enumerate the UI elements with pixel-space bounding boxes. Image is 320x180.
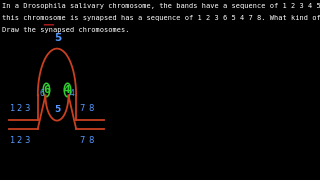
Text: 8: 8 bbox=[88, 103, 93, 112]
Text: 1: 1 bbox=[9, 103, 14, 112]
Text: 2: 2 bbox=[17, 103, 22, 112]
Text: 2: 2 bbox=[17, 136, 22, 145]
Text: 5: 5 bbox=[54, 33, 62, 43]
Text: 4: 4 bbox=[69, 89, 74, 98]
Text: 7: 7 bbox=[79, 136, 84, 145]
Text: 4: 4 bbox=[64, 85, 71, 95]
Text: 3: 3 bbox=[24, 136, 29, 145]
Text: 8: 8 bbox=[88, 136, 93, 145]
Text: 6: 6 bbox=[43, 85, 50, 95]
Text: 3: 3 bbox=[24, 103, 29, 112]
Text: 6: 6 bbox=[40, 89, 44, 98]
Text: Draw the synapsed chromosomes.: Draw the synapsed chromosomes. bbox=[2, 27, 129, 33]
Text: 5: 5 bbox=[54, 105, 60, 114]
Text: 7: 7 bbox=[79, 103, 84, 112]
Text: In a Drosophila salivary chromosome, the bands have a sequence of 1 2 3 4 5 6 7 : In a Drosophila salivary chromosome, the… bbox=[2, 3, 320, 9]
Text: this chromosome is synapsed has a sequence of 1 2 3 6 5 4 7 8. What kind of chro: this chromosome is synapsed has a sequen… bbox=[2, 15, 320, 21]
Text: 1: 1 bbox=[9, 136, 14, 145]
